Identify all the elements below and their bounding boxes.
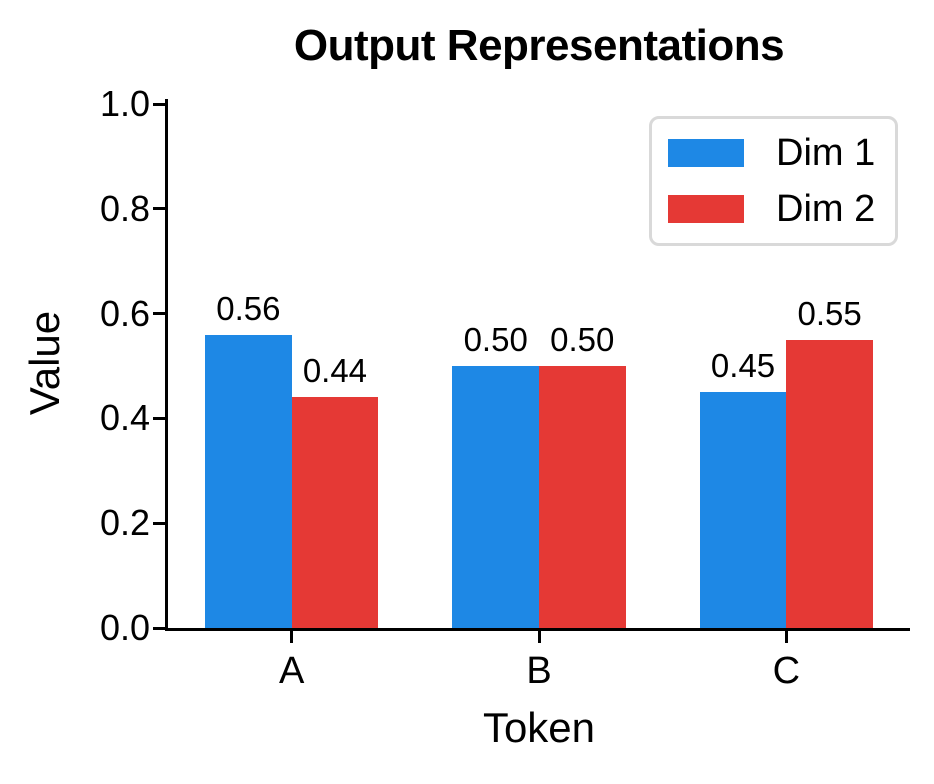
bar-value-label: 0.44 xyxy=(302,352,368,390)
x-axis-label: Token xyxy=(482,704,596,751)
legend-label: Dim 2 xyxy=(776,188,876,230)
bar-value-label: 0.50 xyxy=(550,321,615,358)
y-tick-label: 0.2 xyxy=(99,502,150,544)
legend: Dim 1 Dim 2 xyxy=(649,116,899,246)
x-tick-label: C xyxy=(772,650,801,692)
bar-value-label: 0.50 xyxy=(463,321,528,358)
legend-swatch-icon xyxy=(668,195,744,223)
bar-dim2-B xyxy=(539,366,626,628)
y-tick-mark xyxy=(153,312,165,316)
legend-row: Dim 1 xyxy=(668,131,875,175)
bar-value-label: 0.45 xyxy=(710,347,776,385)
y-tick-mark xyxy=(153,102,165,106)
x-tick-mark xyxy=(784,631,788,643)
y-tick-label: 1.0 xyxy=(99,83,150,124)
legend-row: Dim 2 xyxy=(668,187,875,231)
bar-dim1-A xyxy=(205,334,292,628)
y-tick-label: 0.0 xyxy=(99,607,150,648)
chart-title: Output Representations xyxy=(293,21,785,70)
y-tick-mark xyxy=(153,521,165,525)
legend-label: Dim 1 xyxy=(776,132,876,174)
y-tick-mark xyxy=(153,626,165,630)
y-tick-label: 0.6 xyxy=(99,292,150,334)
y-tick-label: 0.8 xyxy=(99,187,150,229)
x-tick-label: A xyxy=(278,650,305,692)
y-tick-label: 0.4 xyxy=(99,397,150,439)
y-tick-mark xyxy=(153,207,165,211)
bar-dim1-B xyxy=(452,366,539,628)
legend-swatch-icon xyxy=(668,139,744,167)
bar-dim2-A xyxy=(291,397,379,628)
x-tick-mark xyxy=(537,631,541,643)
y-axis-spine xyxy=(165,99,168,631)
x-axis-spine xyxy=(165,628,910,631)
plot-area: 0.0 0.2 0.4 0.6 0.8 1.0 A 0.56 0.44 B 0.50 0.50 C 0.4… xyxy=(100,85,910,692)
bar-dim1-C xyxy=(699,392,787,628)
y-tick-mark xyxy=(153,416,165,420)
bar-value-label: 0.55 xyxy=(797,294,862,332)
bar-value-label: 0.56 xyxy=(216,289,281,327)
x-tick-label: B xyxy=(526,650,552,692)
bar-dim2-C xyxy=(786,339,873,628)
x-tick-mark xyxy=(290,631,294,643)
